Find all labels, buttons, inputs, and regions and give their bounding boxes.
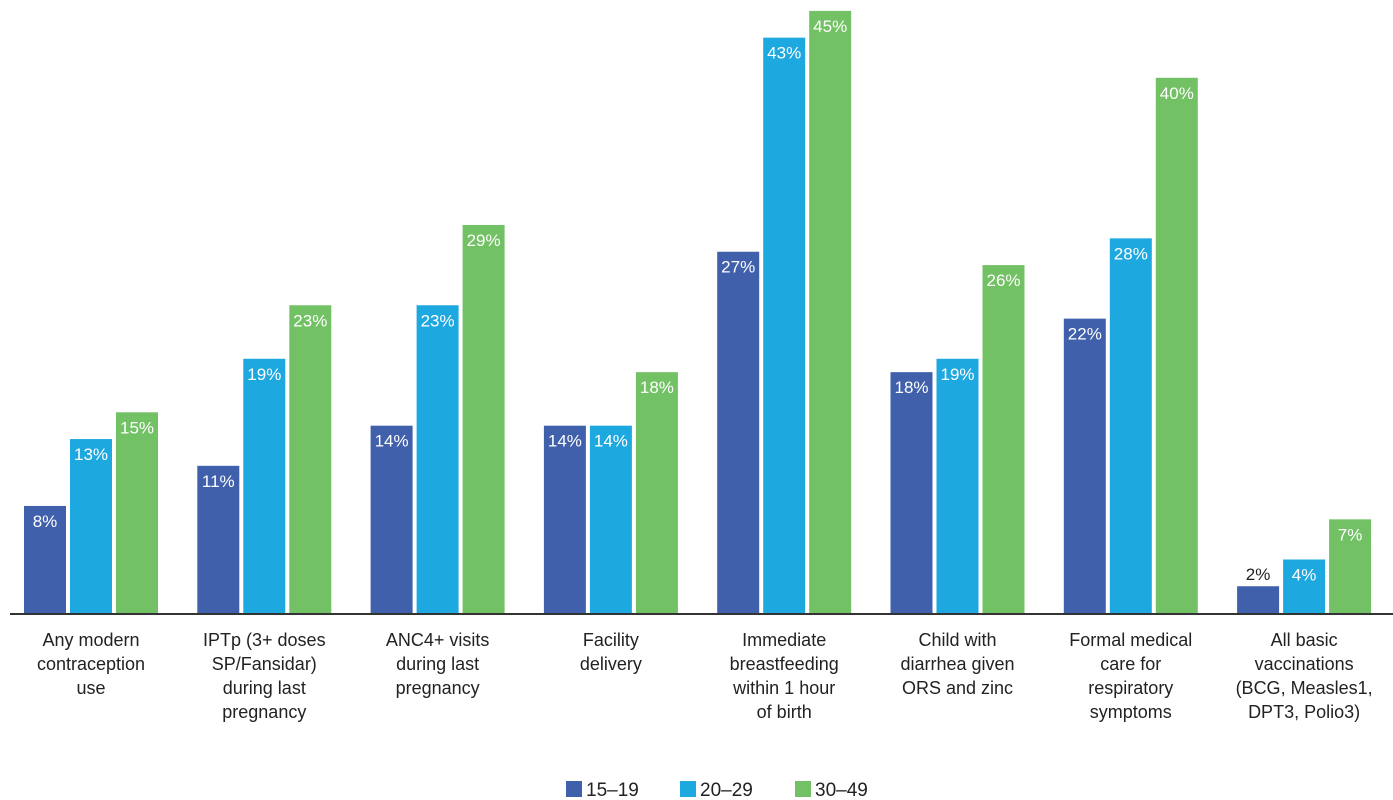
bar-value-label: 40% [1160,84,1194,103]
bar-value-labels: 8% 13% 15% 11% 19% 23% 14% 23% 29% 14% 14% 18% 27% 43… [33,17,1363,585]
bar-value-label: 45% [813,17,847,36]
category-label-line: (BCG, Measles1, [1236,678,1373,698]
bar [70,439,112,613]
bar [243,358,286,613]
bar [24,505,66,613]
bar [635,372,678,613]
bar-value-label: 14% [548,432,582,451]
legend-swatch [795,781,811,797]
bars-group [24,10,1372,614]
legend-label: 20–29 [700,780,753,800]
bar-value-label: 23% [293,311,327,330]
bar-value-label: 11% [202,472,235,491]
category-label-line: pregnancy [222,702,306,722]
category-label-line: contraception [37,654,145,674]
bar [890,372,933,613]
bar [1237,586,1280,613]
bar-value-label: 27% [721,258,755,277]
bar-value-label: 19% [247,365,281,384]
bar [763,37,806,614]
bar-value-label: 14% [375,432,409,451]
legend-swatch [566,781,582,797]
bar [197,465,240,613]
bar-value-label: 15% [120,418,154,437]
category-label-line: DPT3, Polio3) [1248,702,1360,722]
bar-value-label: 4% [1292,565,1317,584]
category-label-line: IPTp (3+ doses [203,630,326,650]
category-label-line: diarrhea given [900,654,1014,674]
bar [370,425,413,613]
category-label-line: vaccinations [1255,654,1354,674]
bar [809,10,852,613]
bar-value-label: 2% [1246,565,1271,584]
category-label-line: Any modern [42,630,139,650]
category-label-line: pregnancy [396,678,480,698]
category-label-line: within 1 hour [732,678,835,698]
bar-value-label: 19% [940,365,974,384]
bar [936,358,979,613]
bar-value-label: 18% [894,378,928,397]
category-label-line: symptoms [1090,702,1172,722]
category-label-line: of birth [757,702,812,722]
category-label-line: ORS and zinc [902,678,1013,698]
category-labels: Any modern contraception use IPTp (3+ doses… [37,630,1373,722]
bar-value-label: 23% [421,311,455,330]
bar [589,425,632,613]
bar [289,305,332,613]
category-label-line: during last [223,678,306,698]
bar [1283,559,1326,613]
legend-label: 15–19 [586,780,639,800]
bar-value-label: 43% [767,44,801,63]
legend-label: 30–49 [815,780,868,800]
legend-swatch [680,781,696,797]
bar [1329,519,1372,613]
bar [1155,77,1198,614]
bar [1109,238,1152,614]
category-label-line: care for [1100,654,1161,674]
bar-value-label: 28% [1114,244,1148,263]
bar-value-label: 29% [467,231,501,250]
category-label-line: respiratory [1088,678,1173,698]
category-label-line: breastfeeding [730,654,839,674]
category-label-line: ANC4+ visits [386,630,490,650]
category-label-line: Immediate [742,630,826,650]
bar [416,305,459,613]
bar [543,425,586,613]
category-label-line: Child with [918,630,996,650]
category-label-line: All basic [1271,630,1338,650]
legend: 15–19 20–29 30–49 [566,780,868,800]
category-label-line: use [76,678,105,698]
category-label-line: during last [396,654,479,674]
bar [717,251,760,614]
bar-value-label: 13% [74,445,108,464]
bar [116,412,158,613]
category-label-line: Formal medical [1069,630,1192,650]
bar-value-label: 7% [1338,525,1363,544]
bar [1063,318,1106,613]
bar-value-label: 18% [640,378,674,397]
bar [462,224,505,614]
bar-value-label: 22% [1068,325,1102,344]
bar-value-label: 8% [33,512,58,531]
category-label-line: delivery [580,654,642,674]
category-label-line: SP/Fansidar) [212,654,317,674]
bar-value-label: 14% [594,432,628,451]
bar-value-label: 26% [986,271,1020,290]
bar [982,265,1025,613]
category-label-line: Facility [583,630,639,650]
